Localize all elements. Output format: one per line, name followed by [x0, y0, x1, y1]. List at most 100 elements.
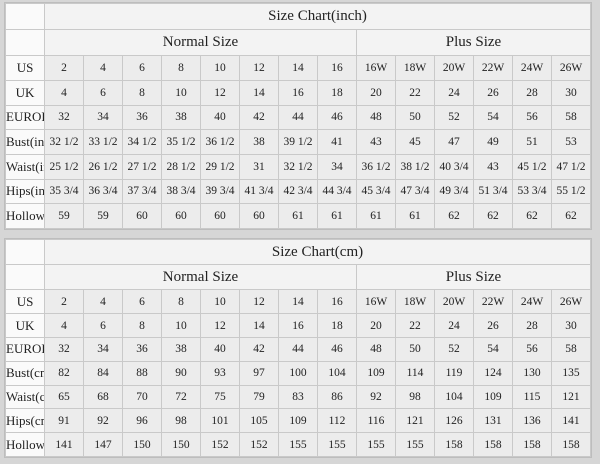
- size-cell: 55 1/2: [551, 178, 591, 205]
- table-row: UK 4 6 8 10 12 14 16 18 20 22 24 26 28 30: [5, 79, 591, 106]
- size-cell: 33 1/2: [83, 129, 123, 155]
- size-cell: 98: [161, 408, 201, 434]
- size-cell: 14: [239, 79, 279, 106]
- table-row: EUROPE3234363840424446485052545658: [5, 104, 591, 131]
- table-row: EUROPE3234363840424446485052545658: [5, 336, 591, 362]
- size-cell: 18W: [395, 55, 435, 81]
- size-cell: 62: [512, 203, 552, 229]
- group-row: Normal Size Plus Size: [5, 264, 591, 291]
- size-cell: 121: [551, 384, 591, 410]
- size-cell: 32: [44, 104, 84, 131]
- size-cell: 10: [161, 313, 201, 338]
- row-label: Bust(inch): [5, 129, 45, 155]
- size-cell: 25 1/2: [44, 153, 84, 180]
- size-cell: 70: [122, 384, 162, 410]
- size-cell: 14: [278, 55, 318, 81]
- size-cell: 26 1/2: [83, 153, 123, 180]
- size-cell: 26W: [551, 289, 591, 315]
- size-cell: 60: [200, 203, 240, 229]
- size-cell: 42: [239, 104, 279, 131]
- size-cell: 26: [473, 79, 513, 106]
- blank-cell: [5, 238, 45, 266]
- size-cell: 42 3/4: [278, 178, 318, 205]
- size-cell: 84: [83, 360, 123, 386]
- row-label: Waist(inch): [5, 153, 45, 180]
- size-cell: 119: [434, 360, 474, 386]
- size-cell: 10: [200, 289, 240, 315]
- row-label: Hips(inch): [5, 178, 45, 205]
- table-row: Hips(inch)35 3/436 3/437 3/438 3/439 3/4…: [5, 178, 591, 205]
- size-cell: 93: [200, 360, 240, 386]
- size-cell: 22W: [473, 289, 513, 315]
- size-cell: 4: [83, 55, 123, 81]
- size-cell: 28: [512, 79, 552, 106]
- table-row: UK 4 6 8 10 12 14 16 18 20 22 24 26 28 30: [5, 313, 591, 338]
- size-cell: 86: [317, 384, 357, 410]
- row-label: Waist(cm): [5, 384, 45, 410]
- size-cell: 6: [83, 79, 123, 106]
- size-cell: 158: [512, 432, 552, 457]
- size-cell: 104: [317, 360, 357, 386]
- size-cell: 20W: [434, 55, 474, 81]
- size-cell: 112: [317, 408, 357, 434]
- size-cell: 20: [356, 313, 396, 338]
- size-cell: 152: [239, 432, 279, 457]
- size-cell: 28 1/2: [161, 153, 201, 180]
- size-cell: 104: [434, 384, 474, 410]
- size-cell: 61: [278, 203, 318, 229]
- size-cell: 43: [356, 129, 396, 155]
- size-cell: 114: [395, 360, 435, 386]
- size-cell: 109: [356, 360, 396, 386]
- size-cell: 53: [551, 129, 591, 155]
- size-cell: 14: [278, 289, 318, 315]
- size-cell: 22: [395, 79, 435, 106]
- size-cell: 79: [239, 384, 279, 410]
- size-table: Size Chart(cm) Normal Size Plus Size US 2 4 6 8…: [5, 238, 591, 457]
- size-cell: 8: [161, 55, 201, 81]
- table-row: Hips(cm)91929698101105109112116121126131…: [5, 408, 591, 434]
- size-cell: 62: [434, 203, 474, 229]
- size-cell: 45 3/4: [356, 178, 396, 205]
- size-cell: 16: [317, 55, 357, 81]
- size-cell: 40 3/4: [434, 153, 474, 180]
- size-cell: 12: [200, 79, 240, 106]
- size-cell: 22: [395, 313, 435, 338]
- table-title: Size Chart(inch): [44, 2, 591, 31]
- size-cell: 131: [473, 408, 513, 434]
- size-cell: 101: [200, 408, 240, 434]
- size-cell: 47 1/2: [551, 153, 591, 180]
- size-cell: 46: [317, 336, 357, 362]
- size-cell: 47: [434, 129, 474, 155]
- size-cell: 18: [317, 79, 357, 106]
- size-cell: 96: [122, 408, 162, 434]
- row-label: UK: [5, 313, 45, 338]
- size-cell: 47 3/4: [395, 178, 435, 205]
- size-cell: 36 3/4: [83, 178, 123, 205]
- size-cell: 35 1/2: [161, 129, 201, 155]
- size-cell: 72: [161, 384, 201, 410]
- size-cell: 16W: [356, 55, 396, 81]
- size-cell: 20W: [434, 289, 474, 315]
- size-cell: 56: [512, 104, 552, 131]
- size-cell: 24W: [512, 289, 552, 315]
- size-cell: 24: [434, 79, 474, 106]
- size-cell: 16: [317, 289, 357, 315]
- size-cell: 44: [278, 104, 318, 131]
- size-cell: 61: [317, 203, 357, 229]
- size-cell: 34: [83, 104, 123, 131]
- size-cell: 54: [473, 104, 513, 131]
- size-cell: 98: [395, 384, 435, 410]
- size-cell: 34: [317, 153, 357, 180]
- size-cell: 46: [317, 104, 357, 131]
- size-cell: 155: [317, 432, 357, 457]
- size-cell: 36: [122, 336, 162, 362]
- size-cell: 54: [473, 336, 513, 362]
- size-table: Size Chart(inch) Normal Size Plus Size US 2 4…: [5, 2, 591, 229]
- size-cell: 43: [473, 153, 513, 180]
- size-cell: 27 1/2: [122, 153, 162, 180]
- size-cell: 116: [356, 408, 396, 434]
- row-label: Bust(cm): [5, 360, 45, 386]
- size-cell: 6: [122, 55, 162, 81]
- size-cell: 10: [161, 79, 201, 106]
- size-cell: 40: [200, 104, 240, 131]
